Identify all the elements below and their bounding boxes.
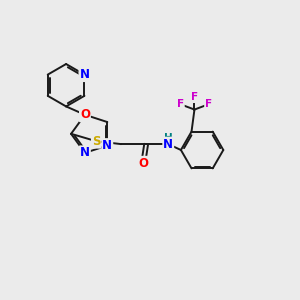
Text: N: N	[163, 138, 173, 151]
Text: O: O	[80, 108, 90, 121]
Text: O: O	[138, 157, 148, 170]
Text: N: N	[80, 146, 90, 159]
Text: F: F	[205, 99, 212, 109]
Text: F: F	[177, 99, 184, 109]
Text: H: H	[164, 133, 172, 142]
Text: S: S	[92, 135, 100, 148]
Text: N: N	[102, 139, 112, 152]
Text: N: N	[80, 68, 89, 81]
Text: F: F	[191, 92, 198, 102]
